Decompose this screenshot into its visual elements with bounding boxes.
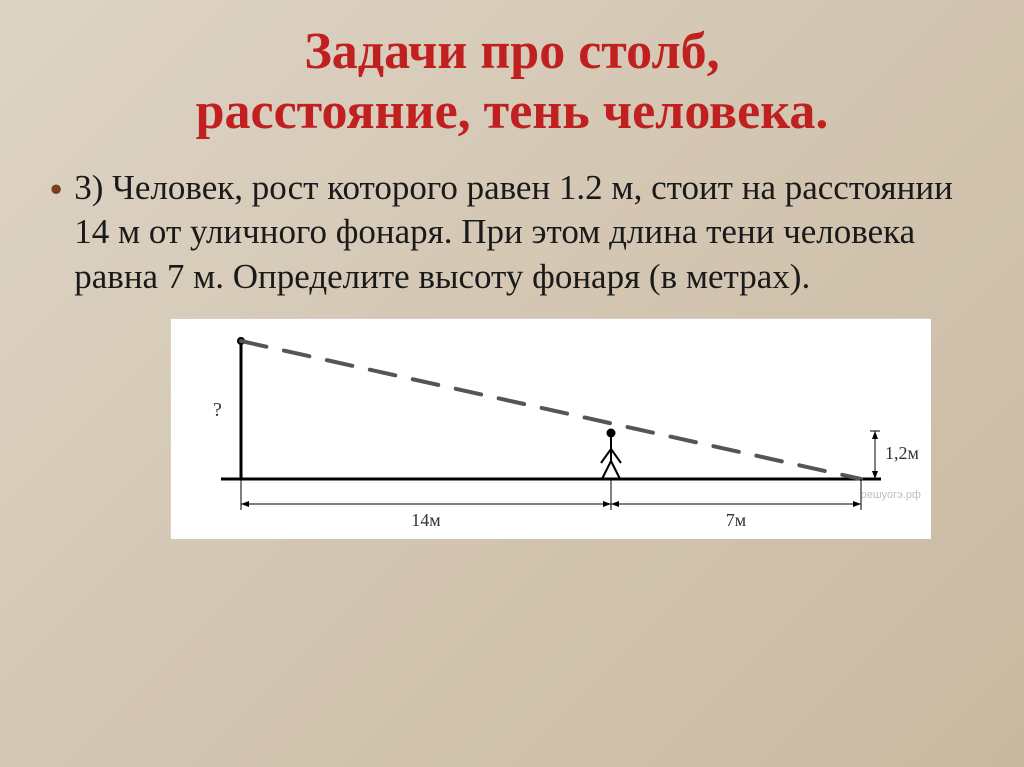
title-line-1: Задачи про столб,	[50, 22, 974, 82]
slide-title: Задачи про столб, расстояние, тень челов…	[50, 22, 974, 142]
problem-block: • 3) Человек, рост которого равен 1.2 м,…	[50, 166, 974, 300]
problem-body: Человек, рост которого равен 1.2 м, стои…	[74, 168, 953, 297]
diagram-container: 1,2м? 14м 7м решуогэ.рф	[170, 318, 930, 538]
slide: Задачи про столб, расстояние, тень челов…	[0, 0, 1024, 767]
bullet-icon: •	[50, 170, 62, 210]
svg-text:1,2м: 1,2м	[885, 443, 919, 463]
watermark-text: решуогэ.рф	[861, 489, 921, 501]
svg-text:14м: 14м	[411, 510, 440, 530]
shadow-diagram: 1,2м? 14м 7м	[171, 319, 931, 539]
problem-number: 3)	[74, 168, 103, 207]
title-line-2: расстояние, тень человека.	[50, 82, 974, 142]
problem-text: 3) Человек, рост которого равен 1.2 м, с…	[74, 166, 974, 300]
svg-text:?: ?	[213, 399, 222, 421]
svg-text:7м: 7м	[726, 510, 746, 530]
